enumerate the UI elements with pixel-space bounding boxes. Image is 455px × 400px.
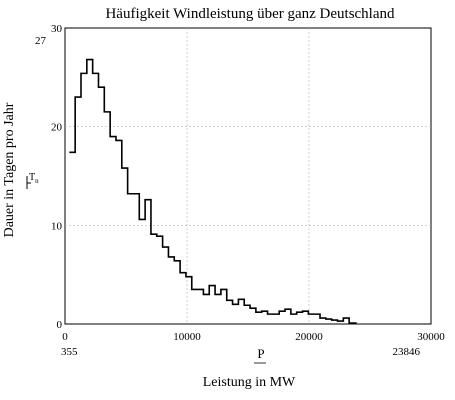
y-tick-label: 10 [51,220,63,232]
y-tick-label: 30 [51,23,63,35]
y-axis-title: Dauer in Tagen pro Jahr [2,102,17,237]
x-range-max-label: 23846 [393,346,421,358]
x-axis-title: Leistung in MW [203,375,296,390]
chart-title: Häufigkeit Windleistung über ganz Deutsc… [105,6,395,22]
plot-area [64,27,432,325]
x-tick-label: 30000 [417,331,445,343]
series-line [69,58,357,324]
grid [65,28,431,324]
y-tick-labels: 0 10 20 30 [51,23,63,331]
y-tick-label: 20 [51,122,63,134]
data-series [69,58,357,324]
y-extra-tick-label: 27 [35,35,47,47]
y-axis-symbol-bracket [26,176,31,189]
y-axis-symbol-main: T [29,172,35,183]
x-tick-label: 10000 [173,331,201,343]
x-range-min-label: 355 [61,346,78,358]
y-tick-label: 0 [57,319,63,331]
x-tick-label: 0 [62,331,68,343]
x-axis-symbol: P [257,346,264,361]
x-tick-label: 20000 [295,331,323,343]
y-axis-symbol-sub: n [35,177,39,185]
y-axis-symbol: Tn [29,172,39,185]
x-tick-labels: 0 10000 20000 30000 [62,331,445,343]
